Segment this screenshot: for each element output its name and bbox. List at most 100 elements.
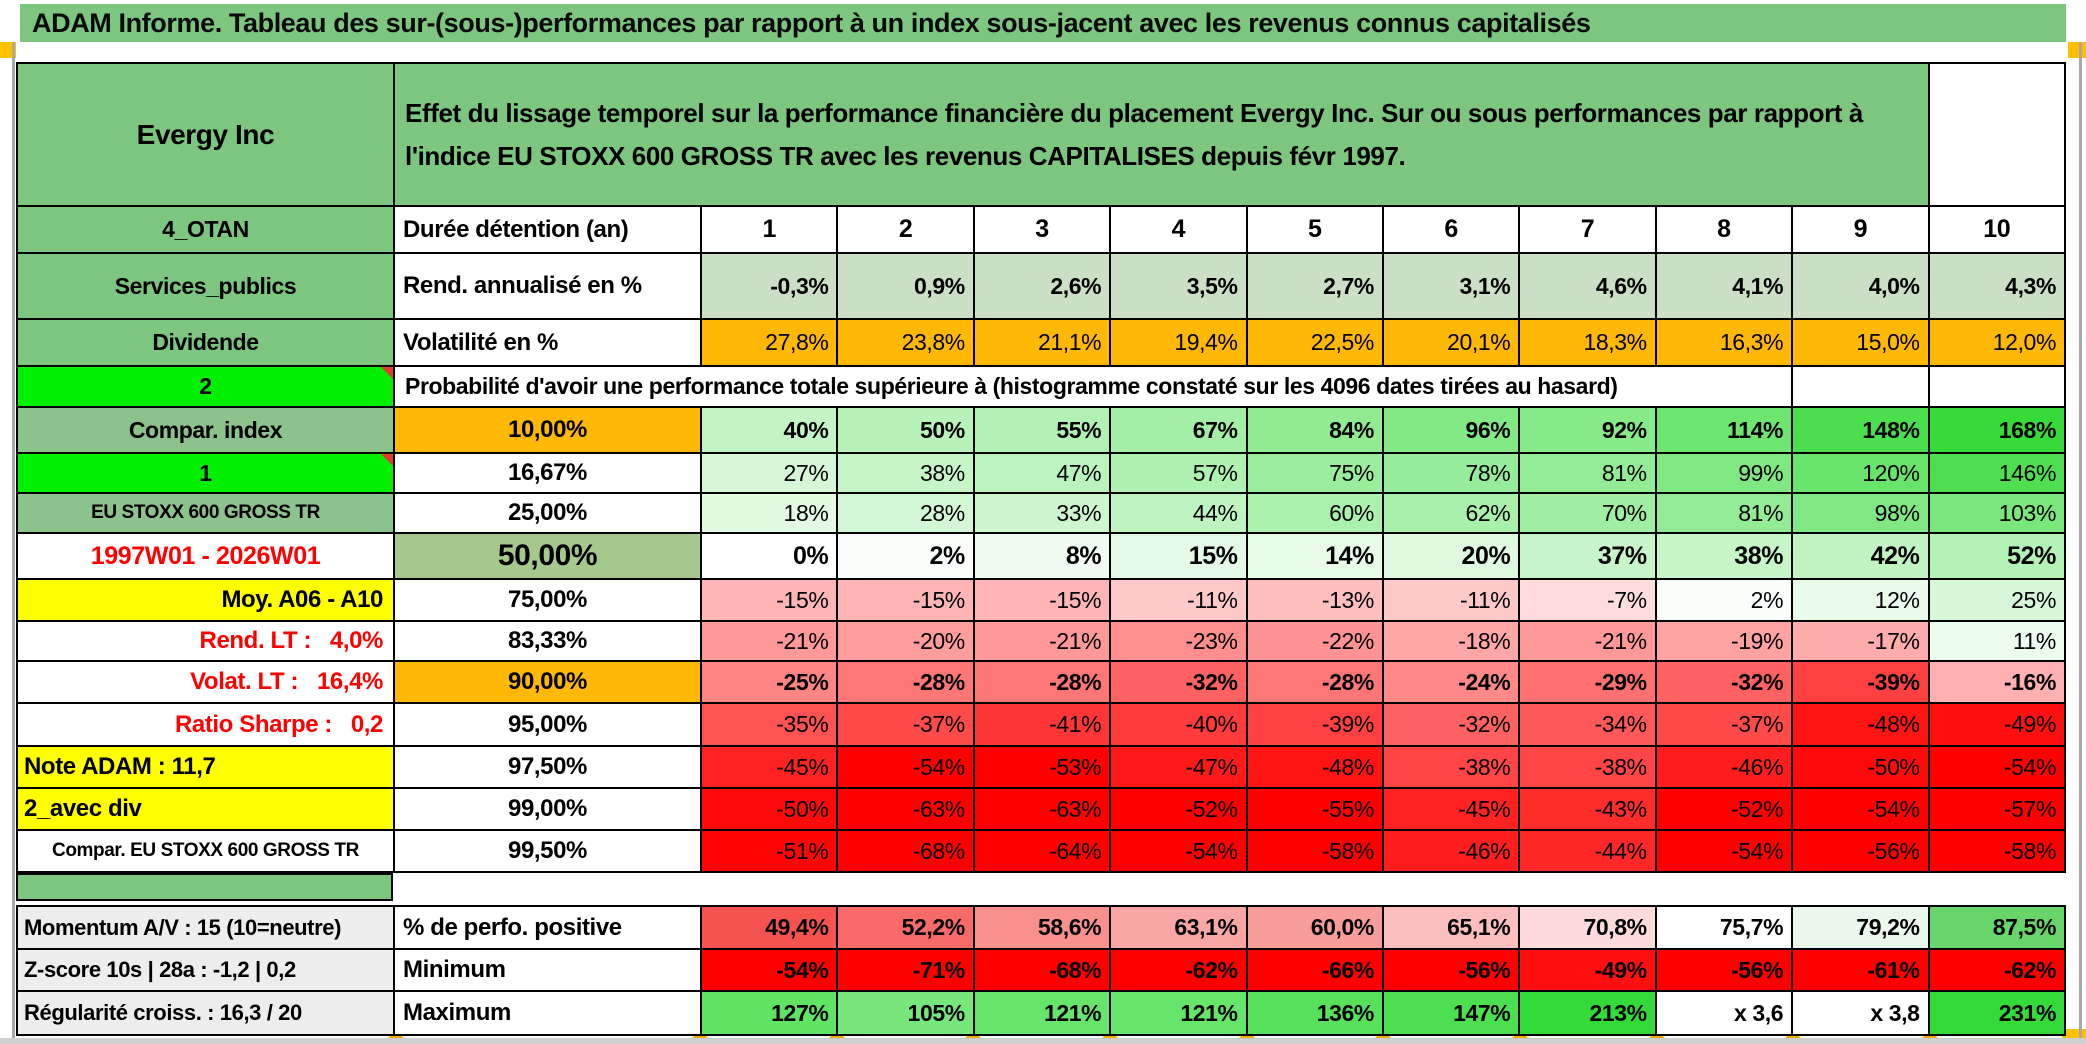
data-cell[interactable]: 75% (1245, 452, 1384, 494)
data-cell[interactable]: -54% (1109, 829, 1248, 873)
row-label-cell[interactable]: 4_OTAN (16, 205, 395, 254)
data-cell[interactable]: -62% (1927, 948, 2067, 992)
percentile-cell[interactable]: 75,00% (393, 578, 702, 622)
data-cell[interactable]: 0,9% (836, 252, 975, 320)
data-cell[interactable]: -22% (1245, 620, 1384, 662)
data-cell[interactable]: 52% (1927, 532, 2067, 580)
percentile-cell[interactable]: 97,50% (393, 745, 702, 789)
data-cell[interactable] (1927, 365, 2067, 408)
row-label-cell[interactable]: Note ADAM : 11,7 (16, 745, 395, 789)
data-cell[interactable]: 20,1% (1381, 318, 1521, 367)
data-cell[interactable]: 70,8% (1518, 905, 1657, 950)
data-cell[interactable]: -28% (836, 660, 975, 704)
data-cell[interactable]: 67% (1109, 406, 1248, 454)
data-cell[interactable]: 16,3% (1654, 318, 1794, 367)
data-cell[interactable]: 136% (1245, 990, 1384, 1036)
data-cell[interactable]: -57% (1927, 787, 2067, 831)
data-cell[interactable]: -15% (699, 578, 839, 622)
data-cell[interactable]: 62% (1381, 492, 1521, 534)
data-cell[interactable]: -46% (1654, 745, 1794, 789)
data-cell[interactable]: -46% (1381, 829, 1521, 873)
data-cell[interactable]: -24% (1381, 660, 1521, 704)
data-cell[interactable]: -47% (1109, 745, 1248, 789)
data-cell[interactable]: -55% (1245, 787, 1384, 831)
row-label-cell[interactable]: 1 (16, 452, 395, 494)
data-cell[interactable]: 75,7% (1654, 905, 1794, 950)
data-cell[interactable]: 84% (1245, 406, 1384, 454)
data-cell[interactable]: 4,3% (1927, 252, 2067, 320)
data-cell[interactable]: -32% (1109, 660, 1248, 704)
data-cell[interactable]: 27% (699, 452, 839, 494)
data-cell[interactable]: -34% (1518, 702, 1657, 747)
data-cell[interactable]: -64% (972, 829, 1112, 873)
data-cell[interactable]: -50% (699, 787, 839, 831)
data-cell[interactable]: 47% (972, 452, 1112, 494)
data-cell[interactable]: 11% (1927, 620, 2067, 662)
data-cell[interactable]: -38% (1381, 745, 1521, 789)
row-label-cell[interactable]: Z-score 10s | 28a : -1,2 | 0,2 (16, 948, 395, 992)
param-cell[interactable]: Maximum (393, 990, 702, 1036)
data-cell[interactable]: 25% (1927, 578, 2067, 622)
data-cell[interactable]: -51% (699, 829, 839, 873)
data-cell[interactable]: -37% (836, 702, 975, 747)
row-label-cell[interactable]: Rend. LT : 4,0% (16, 620, 395, 662)
param-cell[interactable]: Rend. annualisé en % (393, 252, 702, 320)
data-cell[interactable]: -32% (1654, 660, 1794, 704)
param-cell[interactable]: % de perfo. positive (393, 905, 702, 950)
data-cell[interactable]: -71% (836, 948, 975, 992)
data-cell[interactable]: 3,1% (1381, 252, 1521, 320)
data-cell[interactable]: 98% (1791, 492, 1930, 534)
data-cell[interactable]: -40% (1109, 702, 1248, 747)
data-cell[interactable]: 19,4% (1109, 318, 1248, 367)
data-cell[interactable]: 2% (836, 532, 975, 580)
data-cell[interactable]: -50% (1791, 745, 1930, 789)
data-cell[interactable]: -58% (1927, 829, 2067, 873)
data-cell[interactable]: -15% (836, 578, 975, 622)
green-strip-cell[interactable] (16, 873, 393, 901)
data-cell[interactable]: 8% (972, 532, 1112, 580)
data-cell[interactable]: 8 (1654, 205, 1794, 254)
data-cell[interactable]: 2 (836, 205, 975, 254)
data-cell[interactable]: 23,8% (836, 318, 975, 367)
data-cell[interactable]: 60,0% (1245, 905, 1384, 950)
data-cell[interactable]: 3,5% (1109, 252, 1248, 320)
data-cell[interactable]: 147% (1381, 990, 1521, 1036)
data-cell[interactable]: -39% (1245, 702, 1384, 747)
row-label-cell[interactable]: Moy. A06 - A10 (16, 578, 395, 622)
data-cell[interactable]: -45% (699, 745, 839, 789)
data-cell[interactable]: 27,8% (699, 318, 839, 367)
data-cell[interactable]: -54% (836, 745, 975, 789)
data-cell[interactable]: 2,7% (1245, 252, 1384, 320)
data-cell[interactable]: -68% (972, 948, 1112, 992)
data-cell[interactable]: -62% (1109, 948, 1248, 992)
data-cell[interactable]: 120% (1791, 452, 1930, 494)
data-cell[interactable]: 63,1% (1109, 905, 1248, 950)
data-cell[interactable]: 14% (1245, 532, 1384, 580)
data-cell[interactable]: x 3,6 (1654, 990, 1794, 1036)
data-cell[interactable]: 10 (1927, 205, 2067, 254)
data-cell[interactable]: 146% (1927, 452, 2067, 494)
data-cell[interactable]: -16% (1927, 660, 2067, 704)
data-cell[interactable]: -54% (1654, 829, 1794, 873)
data-cell[interactable]: 4,1% (1654, 252, 1794, 320)
data-cell[interactable]: 12% (1791, 578, 1930, 622)
description-cell[interactable]: Effet du lissage temporel sur la perform… (393, 62, 1930, 207)
data-cell[interactable]: 52,2% (836, 905, 975, 950)
data-cell[interactable]: -52% (1109, 787, 1248, 831)
data-cell[interactable]: 81% (1654, 492, 1794, 534)
data-cell[interactable]: -53% (972, 745, 1112, 789)
row-label-cell[interactable]: Services_publics (16, 252, 395, 320)
data-cell[interactable]: 6 (1381, 205, 1521, 254)
data-cell[interactable]: -54% (1791, 787, 1930, 831)
data-cell[interactable]: 99% (1654, 452, 1794, 494)
data-cell[interactable]: 15% (1109, 532, 1248, 580)
data-cell[interactable]: -21% (972, 620, 1112, 662)
data-cell[interactable]: -52% (1654, 787, 1794, 831)
data-cell[interactable]: -18% (1381, 620, 1521, 662)
data-cell[interactable]: -28% (972, 660, 1112, 704)
data-cell[interactable]: -56% (1654, 948, 1794, 992)
data-cell[interactable]: 7 (1518, 205, 1657, 254)
company-name-cell[interactable]: Evergy Inc (16, 62, 395, 207)
data-cell[interactable]: -44% (1518, 829, 1657, 873)
data-cell[interactable]: -41% (972, 702, 1112, 747)
